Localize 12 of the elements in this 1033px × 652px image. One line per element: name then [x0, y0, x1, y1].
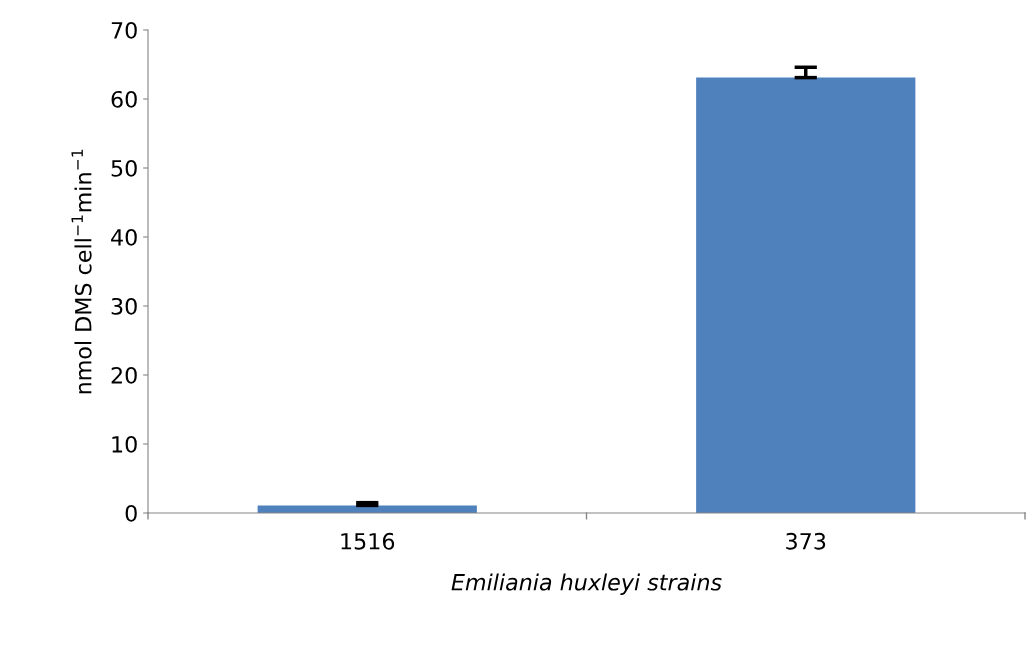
- x-tick-label: 373: [786, 532, 826, 550]
- y-axis-title: nmol DMS cell$^{−1}$min$^{−1}$: [71, 149, 92, 394]
- y-tick-label: 10: [112, 435, 137, 453]
- x-tick-label: 1516: [341, 532, 395, 550]
- x-axis-title: Emiliania huxleyi strains: [451, 573, 722, 595]
- y-tick-label: 70: [111, 21, 137, 39]
- y-tick-label: 30: [111, 297, 137, 315]
- y-tick-label: 40: [111, 228, 137, 246]
- y-tick-label: 20: [111, 366, 137, 384]
- y-tick-label: 60: [111, 90, 137, 108]
- y-tick-label: 50: [111, 159, 137, 177]
- y-tick-label: 0: [125, 504, 137, 522]
